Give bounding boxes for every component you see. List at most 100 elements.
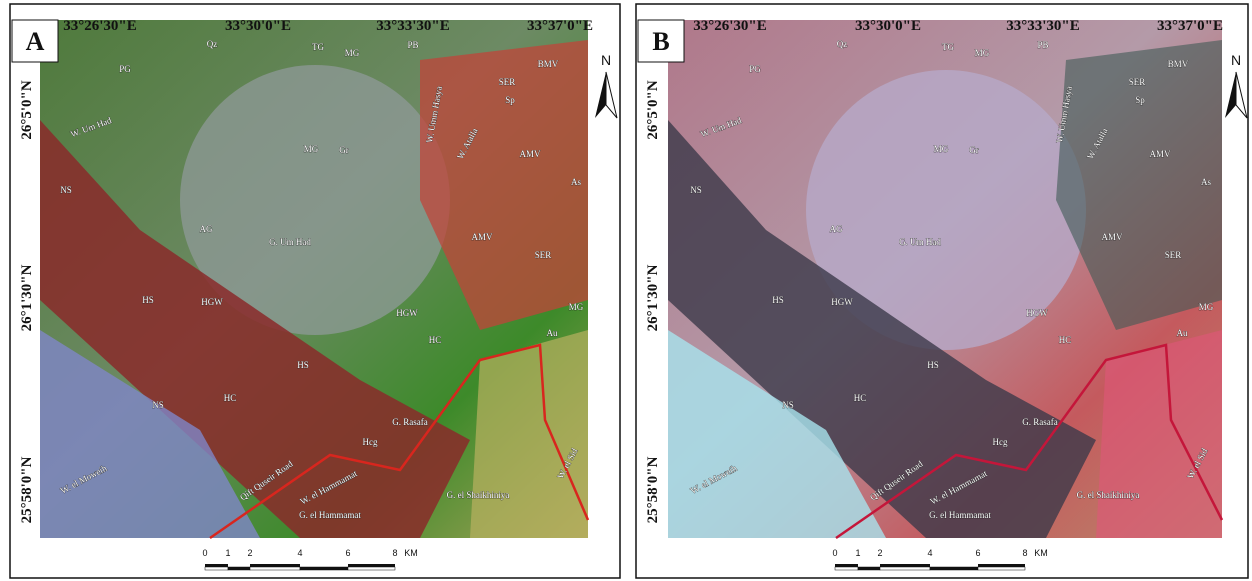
place-label: HGW <box>1026 308 1048 318</box>
place-label: As <box>571 177 581 187</box>
place-label: G. el Hammamat <box>929 510 991 520</box>
panel-label: B <box>652 27 669 56</box>
place-label: NS <box>782 400 794 410</box>
place-label: MG <box>934 144 949 154</box>
panel-label: A <box>26 27 45 56</box>
place-label: G. el Hammamat <box>299 510 361 520</box>
scale-segment <box>300 564 348 567</box>
place-label: HGW <box>396 308 418 318</box>
longitude-label: 33°30'0"E <box>225 18 291 34</box>
latitude-label: 26°1'30"N <box>19 264 35 331</box>
place-label: HS <box>297 360 309 370</box>
place-label: AMV <box>1149 149 1171 159</box>
place-label: G. Um Had <box>899 237 941 247</box>
longitude-label: 33°26'30"E <box>63 18 137 34</box>
longitude-label: 33°26'30"E <box>693 18 767 34</box>
place-label: SER <box>535 250 552 260</box>
place-label: HC <box>224 393 237 403</box>
place-label: Gr <box>969 145 979 155</box>
place-label: As <box>1201 177 1211 187</box>
scale-segment <box>835 564 858 567</box>
place-label: PB <box>1037 40 1048 50</box>
latitude-label: 25°58'0"N <box>645 456 661 523</box>
north-label: N <box>601 52 611 68</box>
place-label: HC <box>429 335 442 345</box>
scale-segment <box>880 567 930 570</box>
place-label: AMV <box>519 149 541 159</box>
scale-label: 0 <box>202 548 207 558</box>
place-label: Sp <box>1135 95 1145 105</box>
scale-segment <box>858 564 880 567</box>
scale-label: 2 <box>877 548 882 558</box>
place-label: MG <box>569 302 584 312</box>
place-label: BMV <box>1168 59 1189 69</box>
place-label: Qz <box>207 39 218 49</box>
scale-segment <box>978 564 1025 567</box>
scale-segment <box>978 567 1025 570</box>
place-label: MG <box>975 48 990 58</box>
scale-label: 2 <box>247 548 252 558</box>
place-label: NS <box>690 185 702 195</box>
place-label: NS <box>60 185 72 195</box>
latitude-label: 25°58'0"N <box>19 456 35 523</box>
place-label: PG <box>119 64 131 74</box>
place-label: MG <box>1199 302 1214 312</box>
scale-segment <box>348 564 395 567</box>
place-label: HGW <box>831 297 853 307</box>
place-label: HGW <box>201 297 223 307</box>
place-label: G. Um Had <box>269 237 311 247</box>
figure: 33°26'30"E33°30'0"E33°33'30"E33°37'0"E26… <box>0 0 1252 581</box>
place-label: Hcg <box>363 437 378 447</box>
place-label: G. Rasafa <box>1022 417 1058 427</box>
place-label: HS <box>772 295 784 305</box>
scale-segment <box>228 564 250 567</box>
place-label: HS <box>142 295 154 305</box>
scale-segment <box>930 567 978 570</box>
scale-segment <box>348 567 395 570</box>
latitude-label: 26°5'0"N <box>645 80 661 139</box>
place-label: Hcg <box>993 437 1008 447</box>
longitude-label: 33°30'0"E <box>855 18 921 34</box>
place-label: SER <box>1129 77 1146 87</box>
place-label: AG <box>830 224 843 234</box>
scale-segment <box>205 564 228 567</box>
place-label: NS <box>152 400 164 410</box>
north-label: N <box>1231 52 1241 68</box>
place-label: TG <box>942 42 954 52</box>
place-label: AMV <box>1101 232 1123 242</box>
scale-label: 1 <box>225 548 230 558</box>
place-label: AMV <box>471 232 493 242</box>
scale-label: 4 <box>297 548 302 558</box>
place-label: G. el Shaikhiniya <box>1077 490 1140 500</box>
place-label: AG <box>200 224 213 234</box>
place-label: HC <box>854 393 867 403</box>
panel-b: 33°26'30"E33°30'0"E33°33'30"E33°37'0"E26… <box>636 4 1248 578</box>
place-label: Qz <box>837 39 848 49</box>
latitude-label: 26°1'30"N <box>645 264 661 331</box>
latitude-label: 26°5'0"N <box>19 80 35 139</box>
longitude-label: 33°33'30"E <box>376 18 450 34</box>
longitude-label: 33°37'0"E <box>527 18 593 34</box>
scale-segment <box>880 564 930 567</box>
place-label: Gr <box>339 145 349 155</box>
longitude-label: 33°33'30"E <box>1006 18 1080 34</box>
scale-label: 6 <box>345 548 350 558</box>
place-label: TG <box>312 42 324 52</box>
place-label: PB <box>407 40 418 50</box>
scale-label: KM <box>404 548 418 558</box>
place-label: G. el Shaikhiniya <box>447 490 510 500</box>
place-label: HS <box>927 360 939 370</box>
scale-label: 0 <box>832 548 837 558</box>
place-label: Au <box>1177 328 1188 338</box>
place-label: HC <box>1059 335 1072 345</box>
scale-label: 6 <box>975 548 980 558</box>
place-label: Sp <box>505 95 515 105</box>
place-label: BMV <box>538 59 559 69</box>
scale-segment <box>858 567 880 570</box>
scale-label: 4 <box>927 548 932 558</box>
scale-label: KM <box>1034 548 1048 558</box>
scale-label: 8 <box>1022 548 1027 558</box>
place-label: MG <box>304 144 319 154</box>
scale-segment <box>228 567 250 570</box>
